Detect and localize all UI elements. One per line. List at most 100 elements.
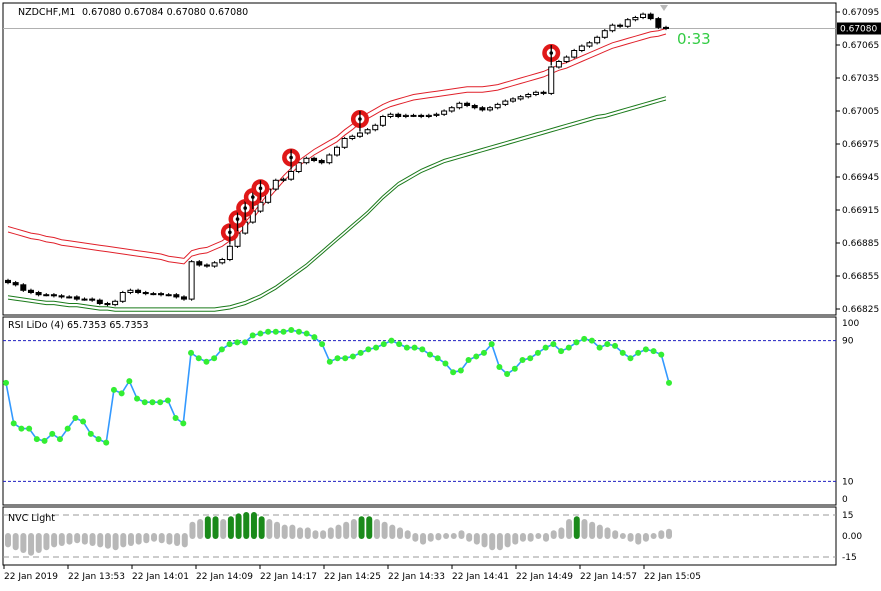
candle-body [441,110,448,115]
price-tick-label: 0.67035 [842,74,879,84]
candle-body [280,178,287,181]
rsi-point [33,436,40,443]
rsi-point [3,379,9,386]
candle-body [43,294,50,297]
candle-body [578,45,585,51]
rsi-point [511,365,518,372]
nvc-bar [97,533,104,548]
nvc-bar [89,533,96,546]
lower-band-inner [7,99,667,312]
nvc-bar [573,516,580,539]
rsi-level-10-label: 10 [842,477,854,487]
nvc-bar [258,516,265,539]
nvc-bar [443,533,450,539]
candle-body [471,105,478,109]
rsi-point [565,344,572,351]
candle-body [104,303,111,306]
candle-body [548,66,555,94]
rsi-point [450,369,457,376]
nvc-bar [327,527,334,539]
nvc-bar [381,521,388,539]
nvc-bar [81,533,88,545]
rsi-point [164,397,171,404]
candle-body [379,116,386,126]
candle-body [27,289,34,293]
rsi-point [103,439,110,446]
rsi-point [188,349,195,356]
candle-body [464,102,471,107]
candle-body [387,113,394,118]
candle-body [418,114,425,118]
candle-body [601,30,608,38]
candle-body [356,132,363,137]
nvc-bar [519,533,526,542]
time-tick-label: 22 Jan 15:05 [644,572,701,582]
nvc-bar [127,533,134,546]
nvc-bar [143,533,150,544]
nvc-bar [166,533,173,545]
candle-body [326,154,333,164]
rsi-point [488,341,495,348]
candle-body [647,13,654,20]
nvc-bar [289,524,296,539]
candle-body [448,107,455,112]
rsi-point [303,330,310,337]
candle-body [402,114,409,118]
rsi-point [365,346,372,353]
rsi-panel-title: RSI LiDo (4) 65.7353 65.7353 [8,320,149,331]
time-tick-label: 22 Jan 2019 [4,572,58,582]
nvc-bar [450,533,457,539]
nvc-bar [627,533,634,542]
rsi-point [326,358,333,365]
rsi-point [380,341,387,348]
nvc-bar [274,521,281,539]
nvc-bar [350,519,357,539]
rsi-point [527,355,534,362]
rsi-point [388,337,395,344]
signal-center [358,117,362,121]
rsi-point [504,371,511,378]
candle-body [311,157,318,162]
candle-body [364,129,371,134]
nvc-bar [412,533,419,542]
candle-body [81,298,88,301]
candle-body [5,279,11,284]
rsi-point [311,334,318,341]
candle-body [158,293,165,296]
rsi-level-0-label: 0 [842,495,848,505]
candle-body [624,19,631,27]
rsi-point [110,386,117,393]
signal-center [243,206,247,210]
nvc-bar [596,524,603,539]
candle-body [525,94,532,98]
nvc-bar [619,533,626,539]
rsi-point [126,378,133,385]
signal-icon [220,223,239,245]
rsi-point [396,341,403,348]
nvc-bar [297,527,304,539]
candle-body [211,262,218,267]
rsi-point [642,346,649,353]
rsi-point [249,332,256,339]
nvc-bar [512,533,519,545]
rsi-point [519,356,526,363]
nvc-bar [566,519,573,539]
nvc-bar [650,533,657,539]
nvc-bar [396,527,403,539]
candle-body [632,17,639,21]
candle-body [180,296,187,300]
nvc-bar [235,513,242,539]
candle-body [165,294,172,297]
nvc-bar [658,530,665,539]
signal-icon [282,148,301,170]
rsi-point [604,341,611,348]
candle-body [663,26,669,29]
signal-icon [542,44,561,65]
rsi-point [218,346,225,353]
rsi-point [357,349,364,356]
rsi-point [496,364,503,370]
candle-body [410,114,417,117]
nvc-bar [51,533,58,548]
